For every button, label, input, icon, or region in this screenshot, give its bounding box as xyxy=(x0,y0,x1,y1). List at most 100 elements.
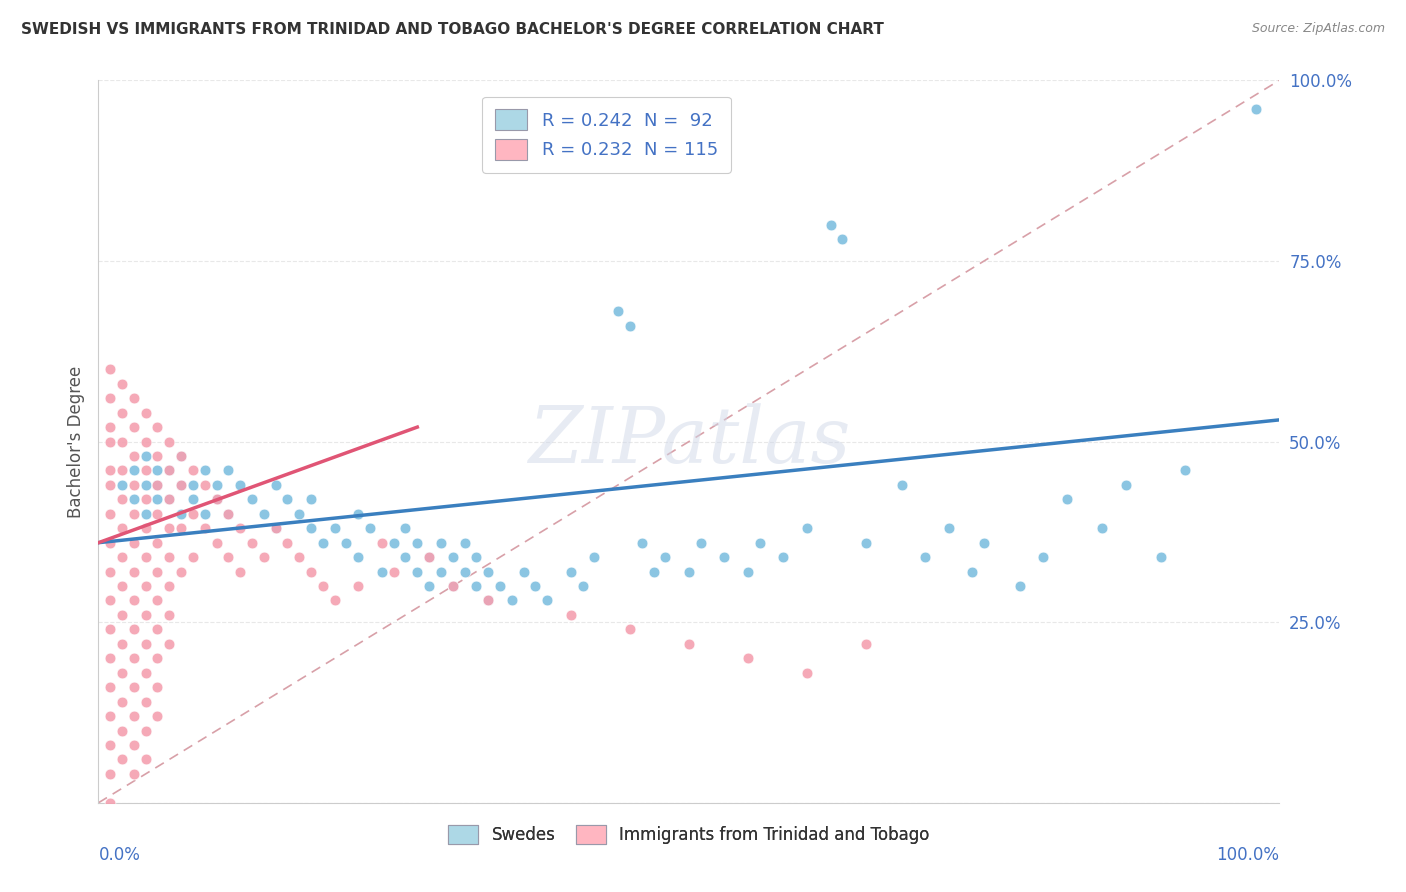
Point xyxy=(170,507,193,521)
Point xyxy=(347,550,370,565)
Point xyxy=(135,695,157,709)
Point xyxy=(973,535,995,549)
Point xyxy=(122,535,145,549)
Point xyxy=(194,478,217,492)
Point xyxy=(512,565,534,579)
Point xyxy=(135,478,157,492)
Point xyxy=(217,507,239,521)
Point xyxy=(181,507,204,521)
Point xyxy=(205,492,228,507)
Point xyxy=(312,579,335,593)
Point xyxy=(299,492,322,507)
Point xyxy=(406,565,429,579)
Point xyxy=(253,507,276,521)
Point xyxy=(157,521,180,535)
Point xyxy=(135,607,157,622)
Point xyxy=(890,478,912,492)
Point xyxy=(181,478,204,492)
Point xyxy=(371,535,394,549)
Point xyxy=(146,478,169,492)
Point xyxy=(146,709,169,723)
Point xyxy=(122,738,145,752)
Point xyxy=(643,565,665,579)
Point xyxy=(441,579,464,593)
Point xyxy=(264,521,287,535)
Point xyxy=(122,680,145,694)
Point xyxy=(418,579,440,593)
Point xyxy=(288,507,311,521)
Y-axis label: Bachelor's Degree: Bachelor's Degree xyxy=(66,366,84,517)
Point xyxy=(229,478,252,492)
Point xyxy=(146,507,169,521)
Point xyxy=(335,535,357,549)
Point xyxy=(170,478,193,492)
Text: 0.0%: 0.0% xyxy=(98,847,141,864)
Point xyxy=(170,478,193,492)
Point xyxy=(312,535,335,549)
Point xyxy=(560,565,582,579)
Point xyxy=(157,492,180,507)
Point xyxy=(122,651,145,665)
Point xyxy=(146,565,169,579)
Point xyxy=(501,593,523,607)
Point xyxy=(98,478,121,492)
Point xyxy=(654,550,676,565)
Point xyxy=(465,579,488,593)
Point xyxy=(962,565,984,579)
Point xyxy=(170,565,193,579)
Point xyxy=(820,218,842,232)
Point xyxy=(299,565,322,579)
Point xyxy=(453,535,475,549)
Point xyxy=(98,507,121,521)
Point xyxy=(441,550,464,565)
Point xyxy=(111,665,134,680)
Point xyxy=(737,565,759,579)
Point xyxy=(524,579,547,593)
Point xyxy=(276,492,298,507)
Point xyxy=(98,391,121,405)
Point xyxy=(678,637,700,651)
Point xyxy=(111,406,134,420)
Point xyxy=(135,550,157,565)
Point xyxy=(855,637,877,651)
Point xyxy=(619,318,641,333)
Point xyxy=(135,507,157,521)
Point xyxy=(170,521,193,535)
Point xyxy=(98,651,121,665)
Point xyxy=(111,521,134,535)
Point xyxy=(394,550,416,565)
Point xyxy=(217,550,239,565)
Point xyxy=(135,434,157,449)
Point xyxy=(217,507,239,521)
Point xyxy=(122,593,145,607)
Point xyxy=(122,767,145,781)
Point xyxy=(1244,102,1267,116)
Point xyxy=(748,535,770,549)
Point xyxy=(288,550,311,565)
Point xyxy=(477,593,499,607)
Point xyxy=(276,535,298,549)
Point xyxy=(418,550,440,565)
Point xyxy=(157,434,180,449)
Point xyxy=(299,521,322,535)
Point xyxy=(98,593,121,607)
Point xyxy=(205,492,228,507)
Point xyxy=(146,420,169,434)
Point xyxy=(914,550,936,565)
Point xyxy=(465,550,488,565)
Point xyxy=(111,607,134,622)
Point xyxy=(122,492,145,507)
Point xyxy=(1174,463,1197,477)
Point xyxy=(122,623,145,637)
Point xyxy=(98,434,121,449)
Point xyxy=(135,637,157,651)
Point xyxy=(737,651,759,665)
Point xyxy=(146,478,169,492)
Text: ZIPatlas: ZIPatlas xyxy=(527,403,851,480)
Point xyxy=(560,607,582,622)
Point xyxy=(122,391,145,405)
Point xyxy=(347,507,370,521)
Point xyxy=(170,449,193,463)
Point xyxy=(135,521,157,535)
Point xyxy=(111,376,134,391)
